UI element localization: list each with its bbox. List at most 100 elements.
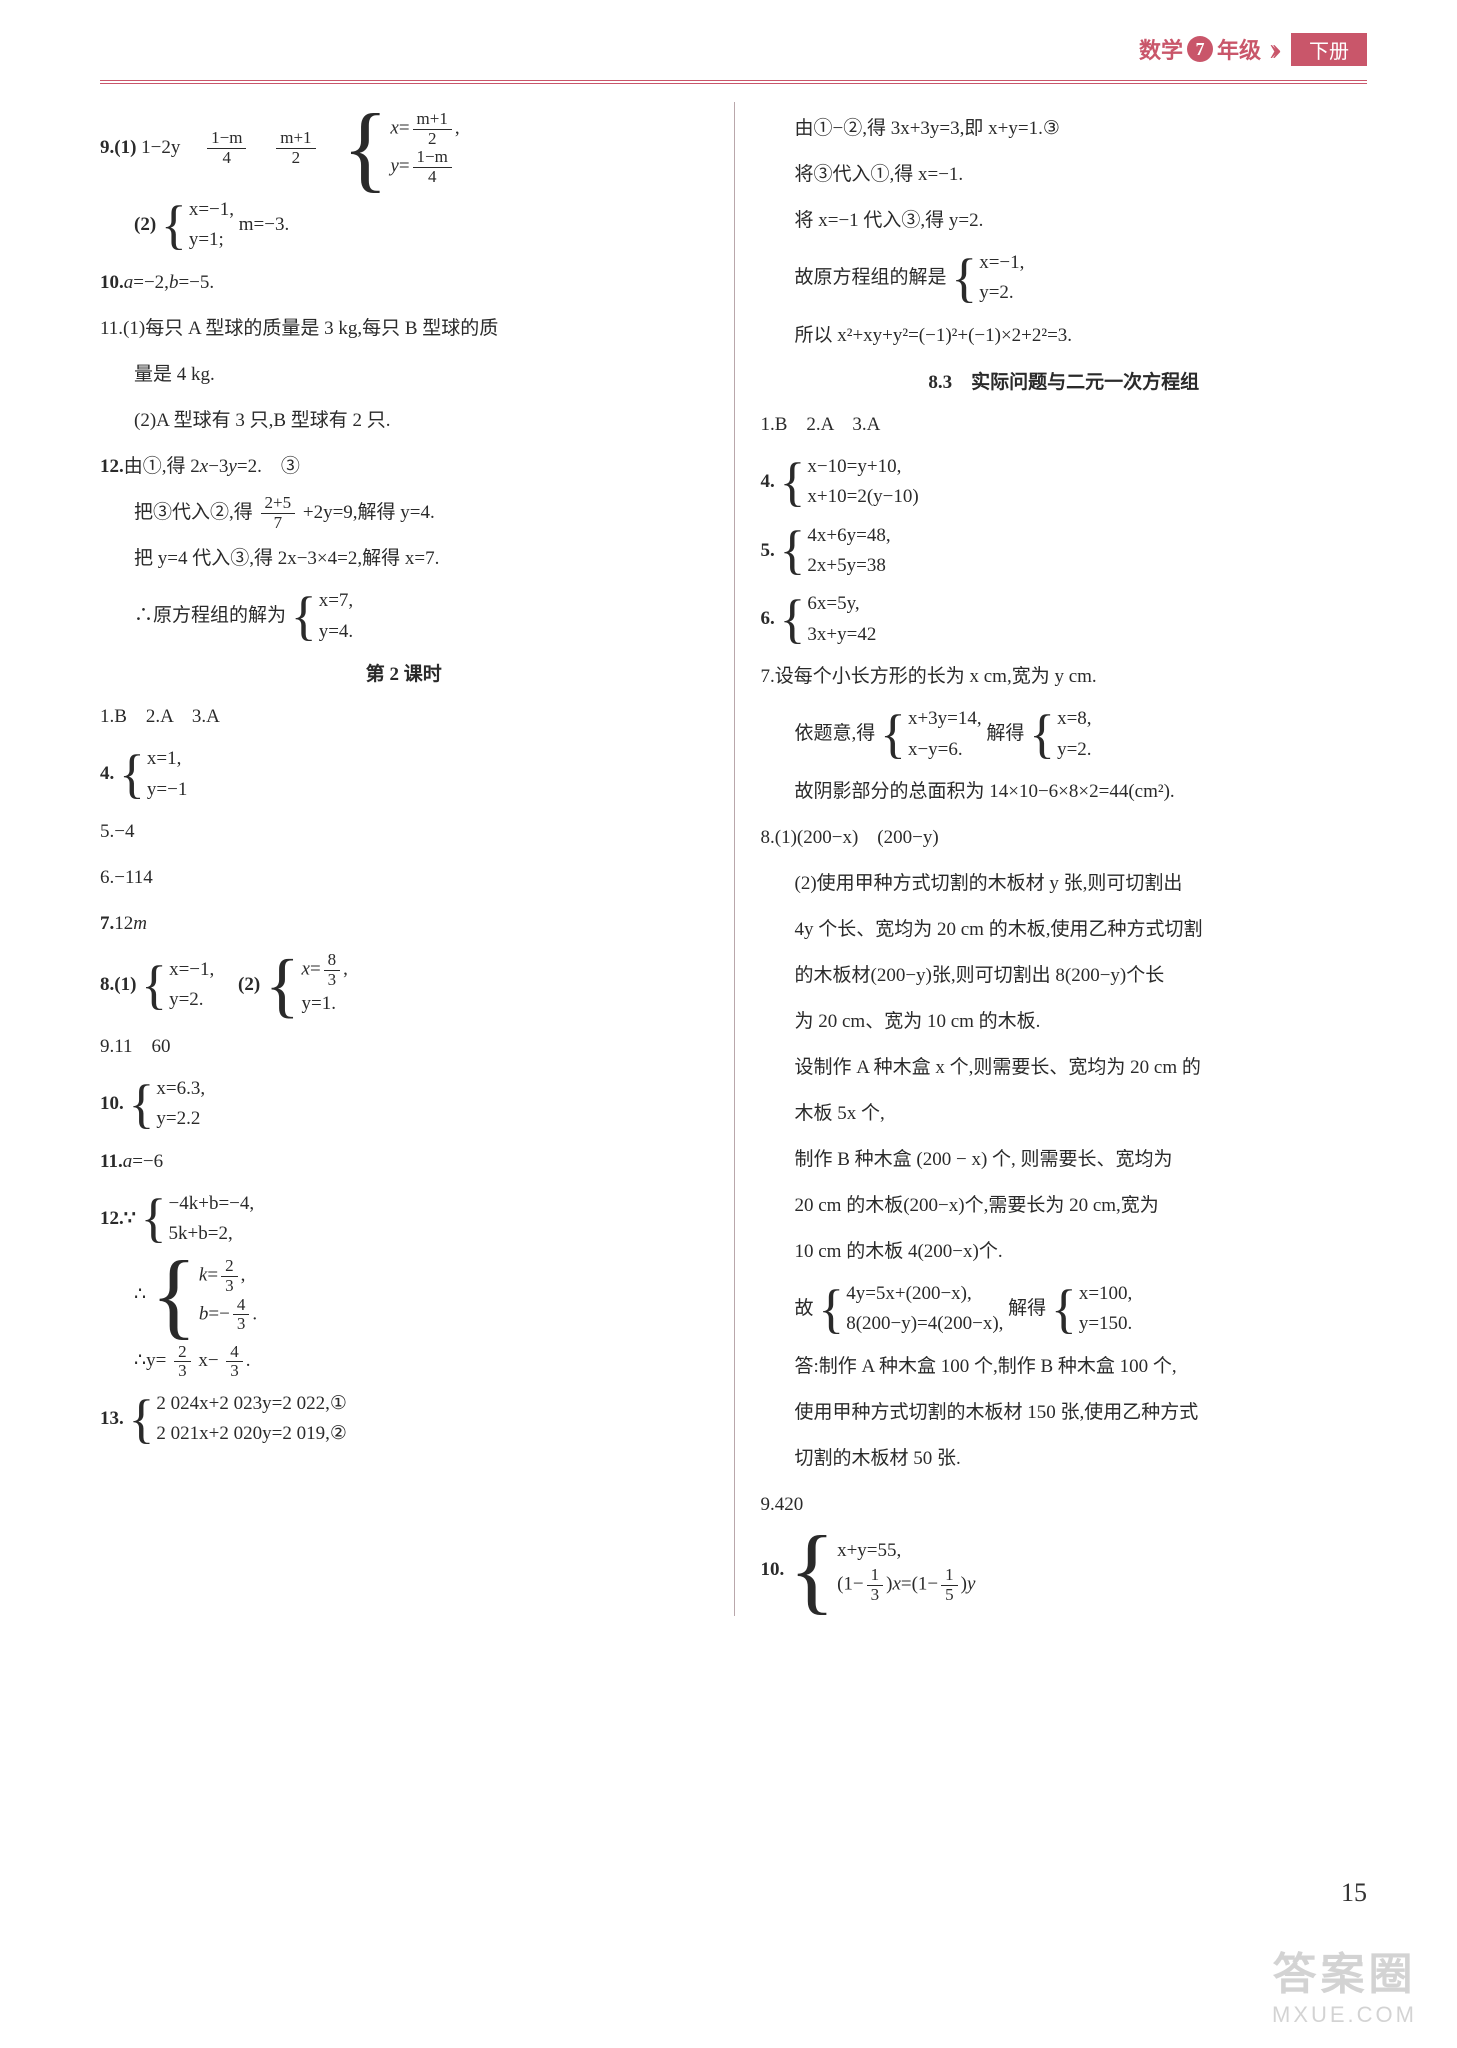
q9-2-m: m=−3. bbox=[239, 214, 289, 235]
s83-q8-2e: 设制作 A 种木盒 x 个,则需要长、宽均为 20 cm 的 bbox=[761, 1049, 1368, 1087]
q9-1: 9.(1) 1−2y 1−m4 m+12 { x=m+12, y=1−m4 bbox=[100, 110, 708, 187]
header-rule-2 bbox=[100, 83, 1367, 84]
q9-expr1: 1−2y bbox=[141, 137, 180, 158]
page-root: 数学 7 年级 ›› 下册 9.(1) 1−2y 1−m4 m+12 { x=m… bbox=[0, 0, 1457, 1616]
watermark-line2: MXUE.COM bbox=[1272, 2002, 1417, 2028]
brace-icon: { bbox=[880, 713, 906, 756]
q12-d: ∴原方程组的解为 { x=7, y=4. bbox=[100, 586, 708, 647]
header-volume: 下册 bbox=[1291, 33, 1367, 66]
lesson2-title: 第 2 课时 bbox=[100, 659, 708, 686]
brace-icon: { bbox=[951, 257, 977, 300]
l2-q10: 10. { x=6.3, y=2.2 bbox=[100, 1074, 708, 1135]
q9-frac2: m+12 bbox=[276, 129, 315, 167]
q9-system: { x=m+12, y=1−m4 bbox=[342, 110, 459, 187]
q9-2-b: y=1; bbox=[189, 225, 234, 255]
l2-q8-2a: x=83, bbox=[302, 951, 348, 989]
q12-c: 把 y=4 代入③,得 2x−3×4=2,解得 x=7. bbox=[100, 540, 708, 578]
l2-q11: 11.a=−6 bbox=[100, 1143, 708, 1181]
s83-q7-ans: 故阴影部分的总面积为 14×10−6×8×2=44(cm²). bbox=[761, 773, 1368, 811]
brace-icon: { bbox=[1029, 713, 1055, 756]
q9-2: (2) { x=−1, y=1; m=−3. bbox=[100, 195, 708, 256]
page-header: 数学 7 年级 ›› 下册 bbox=[100, 30, 1367, 72]
header-grade-suffix: 年级 bbox=[1217, 33, 1261, 65]
header-subject: 数学 bbox=[1139, 33, 1183, 65]
l2-q1: 1.B 2.A 3.A bbox=[100, 698, 708, 736]
s83-q8-1: 8.(1)(200−x) (200−y) bbox=[761, 819, 1368, 857]
q9-2-label: (2) bbox=[134, 214, 156, 235]
s83-q8-ans3: 切割的木板材 50 张. bbox=[761, 1440, 1368, 1478]
s83-q7: 7.设每个小长方形的长为 x cm,宽为 y cm. bbox=[761, 658, 1368, 696]
brace-icon: { bbox=[141, 964, 167, 1007]
brace-icon: { bbox=[291, 595, 317, 638]
l2-q6: 6.−114 bbox=[100, 859, 708, 897]
r5: 所以 x²+xy+y²=(−1)²+(−1)×2+2²=3. bbox=[761, 317, 1368, 355]
watermark-line1: 答案圈 bbox=[1272, 1938, 1417, 2002]
s83-q8-2f: 木板 5x 个, bbox=[761, 1095, 1368, 1133]
q9-label: 9.(1) bbox=[100, 137, 136, 158]
q9-2-a: x=−1, bbox=[189, 195, 234, 225]
s83-q8-2b: 4y 个长、宽均为 20 cm 的木板,使用乙种方式切割 bbox=[761, 911, 1368, 949]
q9-frac1: 1−m4 bbox=[207, 129, 246, 167]
q10: 10.a=−2,b=−5. bbox=[100, 264, 708, 302]
page-number: 15 bbox=[1341, 1878, 1367, 1908]
s83-q5: 5. { 4x+6y=48, 2x+5y=38 bbox=[761, 521, 1368, 582]
section-8-3-title: 8.3 实际问题与二元一次方程组 bbox=[761, 367, 1368, 394]
brace-icon: { bbox=[818, 1288, 844, 1331]
brace-icon: { bbox=[151, 1257, 197, 1334]
s83-q8-2h: 20 cm 的木板(200−x)个,需要长为 20 cm,宽为 bbox=[761, 1187, 1368, 1225]
s83-q10-b: (1−13)x=(1−15)y bbox=[837, 1566, 975, 1604]
r1: 由①−②,得 3x+3y=3,即 x+y=1.③ bbox=[761, 110, 1368, 148]
l2-q12: 12.∵ { −4k+b=−4, 5k+b=2, bbox=[100, 1189, 708, 1250]
brace-icon: { bbox=[119, 753, 145, 796]
brace-icon: { bbox=[780, 461, 806, 504]
brace-icon: { bbox=[129, 1083, 155, 1126]
q12-a: 12.由①,得 2x−3y=2. ③ bbox=[100, 448, 708, 486]
s83-q8-sys: 故 { 4y=5x+(200−x), 8(200−y)=4(200−x), 解得… bbox=[761, 1279, 1368, 1340]
q9-sys-b: y=1−m4 bbox=[390, 148, 459, 186]
r2: 将③代入①,得 x=−1. bbox=[761, 156, 1368, 194]
q12-b: 把③代入②,得 2+57 +2y=9,解得 y=4. bbox=[100, 494, 708, 533]
l2-q12-y: ∴y= 23 x− 43. bbox=[100, 1342, 708, 1381]
s83-q8-2a: (2)使用甲种方式切割的木板材 y 张,则可切割出 bbox=[761, 865, 1368, 903]
s83-q6: 6. { 6x=5y, 3x+y=42 bbox=[761, 589, 1368, 650]
l2-q13: 13. { 2 024x+2 023y=2 022,① 2 021x+2 020… bbox=[100, 1389, 708, 1450]
columns: 9.(1) 1−2y 1−m4 m+12 { x=m+12, y=1−m4 (2… bbox=[100, 102, 1367, 1616]
q9-2-system: { x=−1, y=1; bbox=[161, 195, 234, 256]
header-grade-circle: 7 bbox=[1187, 36, 1213, 62]
s83-q8-ans1: 答:制作 A 种木盒 100 个,制作 B 种木盒 100 个, bbox=[761, 1348, 1368, 1386]
brace-icon: { bbox=[789, 1532, 835, 1609]
header-rule-1 bbox=[100, 80, 1367, 81]
s83-q8-2g: 制作 B 种木盒 (200 − x) 个, 则需要长、宽均为 bbox=[761, 1141, 1368, 1179]
brace-icon: { bbox=[129, 1398, 155, 1441]
s83-q10: 10. { x+y=55, (1−13)x=(1−15)y bbox=[761, 1532, 1368, 1609]
l2-q9: 9.11 60 bbox=[100, 1028, 708, 1066]
r4: 故原方程组的解是 { x=−1, y=2. bbox=[761, 248, 1368, 309]
brace-icon: { bbox=[780, 598, 806, 641]
l2-q7: 7.12m bbox=[100, 905, 708, 943]
q11-1: 11.(1)每只 A 型球的质量是 3 kg,每只 B 型球的质 bbox=[100, 310, 708, 348]
brace-icon: { bbox=[161, 204, 187, 247]
left-column: 9.(1) 1−2y 1−m4 m+12 { x=m+12, y=1−m4 (2… bbox=[100, 102, 734, 1616]
q11-2: (2)A 型球有 3 只,B 型球有 2 只. bbox=[100, 402, 708, 440]
right-column: 由①−②,得 3x+3y=3,即 x+y=1.③ 将③代入①,得 x=−1. 将… bbox=[734, 102, 1368, 1616]
l2-q4: 4. { x=1, y=−1 bbox=[100, 744, 708, 805]
r3: 将 x=−1 代入③,得 y=2. bbox=[761, 202, 1368, 240]
l2-q12-sol: ∴ { k=23, b=−43. bbox=[100, 1257, 708, 1334]
s83-q8-2i: 10 cm 的木板 4(200−x)个. bbox=[761, 1233, 1368, 1271]
q11-1b: 量是 4 kg. bbox=[100, 356, 708, 394]
l2-q5: 5.−4 bbox=[100, 813, 708, 851]
brace-icon: { bbox=[141, 1197, 167, 1240]
brace-icon: { bbox=[780, 529, 806, 572]
s83-q8-2c: 的木板材(200−y)张,则可切割出 8(200−y)个长 bbox=[761, 957, 1368, 995]
s83-q8-2d: 为 20 cm、宽为 10 cm 的木板. bbox=[761, 1003, 1368, 1041]
brace-icon: { bbox=[342, 110, 388, 187]
brace-icon: { bbox=[265, 957, 300, 1015]
l2-q12-b: b=−43. bbox=[199, 1296, 257, 1334]
q9-sys-a: x=m+12, bbox=[390, 110, 459, 148]
watermark: 答案圈 MXUE.COM bbox=[1272, 1938, 1417, 2028]
s83-q4: 4. { x−10=y+10, x+10=2(y−10) bbox=[761, 452, 1368, 513]
s83-q7-sys: 依题意,得 { x+3y=14, x−y=6. 解得 { x=8, y=2. bbox=[761, 704, 1368, 765]
s83-q1: 1.B 2.A 3.A bbox=[761, 406, 1368, 444]
brace-icon: { bbox=[1051, 1288, 1077, 1331]
s83-q8-ans2: 使用甲种方式切割的木板材 150 张,使用乙种方式 bbox=[761, 1394, 1368, 1432]
